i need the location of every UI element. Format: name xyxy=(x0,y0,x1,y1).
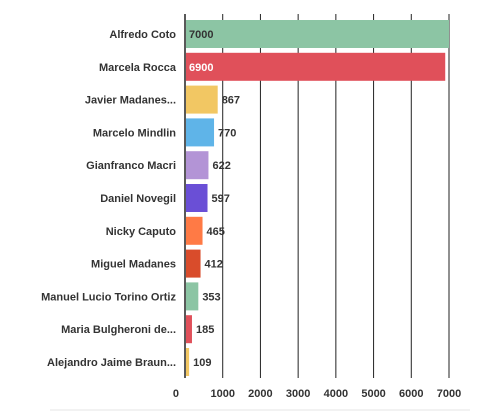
value-label: 770 xyxy=(218,127,236,139)
value-label: 6900 xyxy=(189,62,213,74)
category-label: Manuel Lucio Torino Ortiz xyxy=(41,291,176,303)
bar xyxy=(186,52,446,81)
category-label: Daniel Novegil xyxy=(100,193,176,205)
chart-bars xyxy=(186,20,449,376)
value-label: 465 xyxy=(207,226,225,238)
bar xyxy=(186,118,215,147)
x-tick-label: 7000 xyxy=(437,388,461,400)
bar xyxy=(186,315,192,344)
category-label: Gianfranco Macri xyxy=(86,160,176,172)
value-labels: 7000 6900 867 770 622 597 465 412 353 185 109 xyxy=(189,29,240,369)
bar xyxy=(186,20,449,48)
value-label: 7000 xyxy=(189,29,213,41)
x-tick-label: 2000 xyxy=(248,388,272,400)
category-label: Marcela Rocca xyxy=(99,62,177,74)
x-tick-label: 5000 xyxy=(361,388,385,400)
value-label: 353 xyxy=(202,291,220,303)
category-labels: Alfredo Coto Marcela Rocca Javier Madanes.… xyxy=(41,29,177,369)
x-tick-label: 6000 xyxy=(399,388,423,400)
x-axis-ticks: 0 1000 2000 3000 4000 5000 6000 7000 xyxy=(173,388,461,400)
bar xyxy=(186,348,190,376)
category-label: Miguel Madanes xyxy=(91,259,176,271)
category-label: Alfredo Coto xyxy=(109,29,176,41)
category-label: Alejandro Jaime Braun... xyxy=(47,357,176,369)
bar xyxy=(186,216,203,245)
value-label: 622 xyxy=(212,160,230,172)
value-label: 867 xyxy=(222,95,240,107)
bar xyxy=(186,85,218,114)
bar xyxy=(186,151,209,180)
x-tick-label: 4000 xyxy=(324,388,348,400)
bar xyxy=(186,184,208,212)
value-label: 412 xyxy=(205,259,223,271)
category-label: Maria Bulgheroni de... xyxy=(61,324,176,336)
value-label: 185 xyxy=(196,324,214,336)
x-tick-label: 0 xyxy=(173,388,179,400)
bar xyxy=(186,249,201,278)
category-label: Javier Madanes... xyxy=(85,95,176,107)
value-label: 109 xyxy=(193,357,211,369)
category-label: Nicky Caputo xyxy=(106,226,177,238)
x-tick-label: 1000 xyxy=(210,388,234,400)
category-label: Marcelo Mindlin xyxy=(93,127,176,139)
x-tick-label: 3000 xyxy=(286,388,310,400)
value-label: 597 xyxy=(212,193,230,205)
bar xyxy=(186,282,199,311)
